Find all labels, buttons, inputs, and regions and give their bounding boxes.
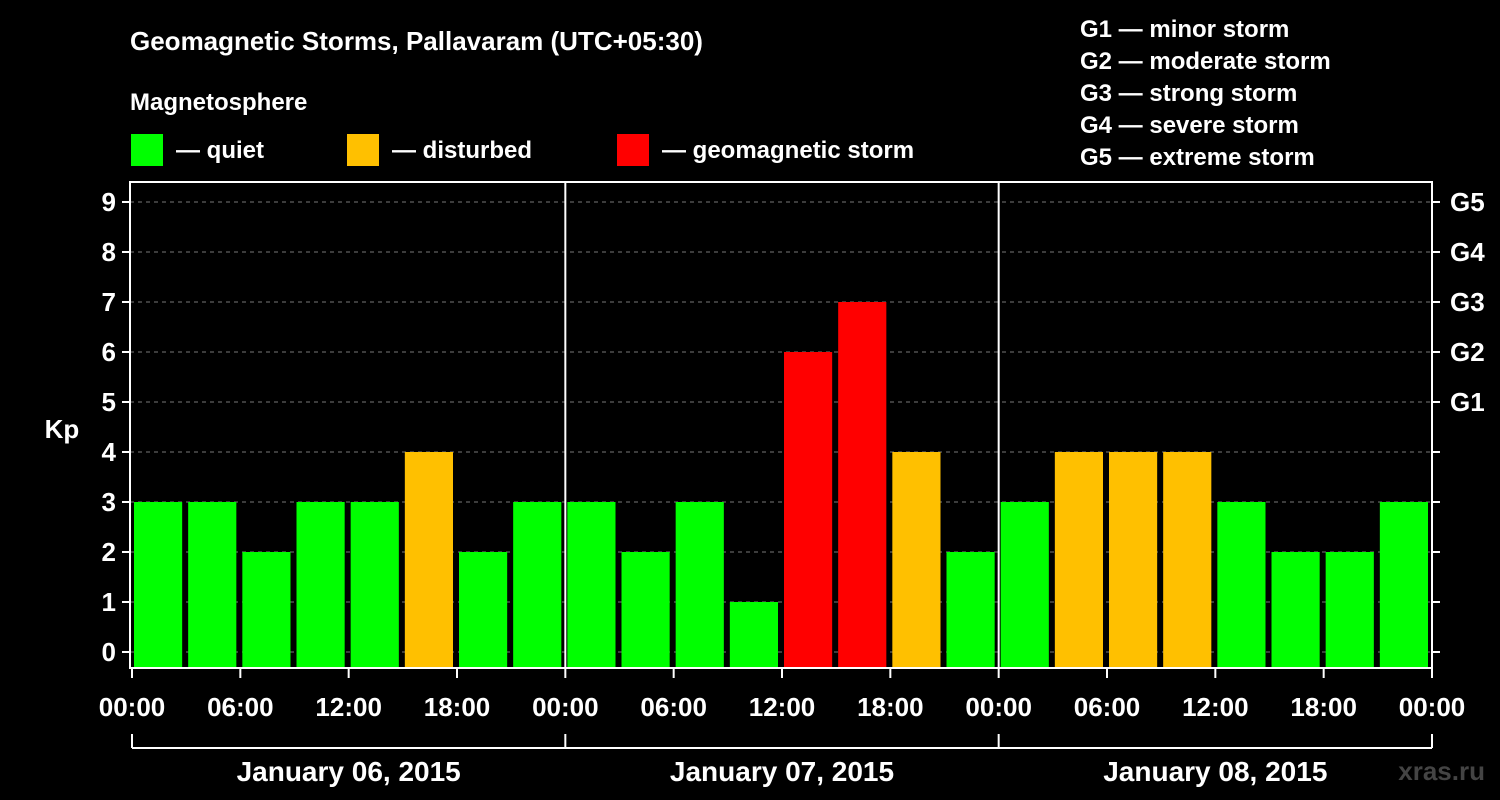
- y-tick-label-1: 1: [102, 587, 116, 617]
- y-tick-label-3: 3: [102, 487, 116, 517]
- legend-swatch-quiet: [131, 134, 163, 166]
- bar-13: [838, 302, 887, 668]
- y-tick-label-5: 5: [102, 387, 116, 417]
- y-tick-label-0: 0: [102, 637, 116, 667]
- x-tick-label-1: 06:00: [207, 692, 274, 722]
- storm-level-label-g1: G1: [1450, 387, 1485, 417]
- bar-0: [134, 502, 183, 668]
- legend-label-disturbed: — disturbed: [392, 137, 532, 164]
- bar-16: [1000, 502, 1049, 668]
- legend-swatch-disturbed: [347, 134, 379, 166]
- y-tick-label-7: 7: [102, 287, 116, 317]
- watermark: xras.ru: [1398, 756, 1485, 786]
- storm-scale-g2: G2 — moderate storm: [1080, 48, 1331, 75]
- day-label-0: January 06, 2015: [237, 756, 461, 787]
- bar-14: [892, 452, 941, 668]
- x-tick-label-3: 18:00: [424, 692, 491, 722]
- day-label-2: January 08, 2015: [1103, 756, 1327, 787]
- y-tick-label-8: 8: [102, 237, 116, 267]
- x-tick-label-4: 00:00: [532, 692, 599, 722]
- storm-level-label-g5: G5: [1450, 187, 1485, 217]
- x-tick-label-5: 06:00: [640, 692, 707, 722]
- storm-level-label-g4: G4: [1450, 237, 1485, 267]
- bar-2: [242, 552, 291, 668]
- chart-title: Geomagnetic Storms, Pallavaram (UTC+05:3…: [130, 26, 703, 56]
- bar-3: [296, 502, 345, 668]
- legend-label-quiet: — quiet: [176, 137, 264, 164]
- storm-level-label-g2: G2: [1450, 337, 1485, 367]
- bar-6: [459, 552, 508, 668]
- bar-17: [1054, 452, 1103, 668]
- bar-12: [784, 352, 833, 668]
- bar-5: [404, 452, 453, 668]
- x-tick-label-12: 00:00: [1399, 692, 1466, 722]
- y-tick-label-4: 4: [102, 437, 117, 467]
- storm-scale-g3: G3 — strong storm: [1080, 80, 1297, 107]
- bar-1: [188, 502, 237, 668]
- x-tick-label-10: 12:00: [1182, 692, 1249, 722]
- storm-scale-g1: G1 — minor storm: [1080, 16, 1289, 43]
- x-tick-label-9: 06:00: [1074, 692, 1141, 722]
- bar-21: [1271, 552, 1320, 668]
- bar-10: [675, 502, 724, 668]
- y-axis-label: Kp: [45, 414, 80, 444]
- legend-label-storm: — geomagnetic storm: [662, 137, 914, 164]
- bar-15: [946, 552, 995, 668]
- x-tick-label-7: 18:00: [857, 692, 924, 722]
- storm-level-label-g3: G3: [1450, 287, 1485, 317]
- x-tick-label-0: 00:00: [99, 692, 166, 722]
- bar-4: [350, 502, 399, 668]
- bar-19: [1163, 452, 1212, 668]
- y-tick-label-6: 6: [102, 337, 116, 367]
- chart-subtitle: Magnetosphere: [130, 89, 307, 116]
- bar-7: [513, 502, 562, 668]
- y-tick-label-2: 2: [102, 537, 116, 567]
- x-tick-label-8: 00:00: [965, 692, 1032, 722]
- x-tick-label-6: 12:00: [749, 692, 816, 722]
- bar-20: [1217, 502, 1266, 668]
- bar-8: [567, 502, 616, 668]
- y-tick-label-9: 9: [102, 187, 116, 217]
- bar-18: [1109, 452, 1158, 668]
- bar-11: [729, 602, 778, 668]
- x-tick-label-2: 12:00: [315, 692, 382, 722]
- storm-scale-g4: G4 — severe storm: [1080, 112, 1299, 139]
- bar-9: [621, 552, 670, 668]
- legend-swatch-storm: [617, 134, 649, 166]
- x-tick-label-11: 18:00: [1290, 692, 1357, 722]
- storm-scale-g5: G5 — extreme storm: [1080, 144, 1315, 171]
- bar-23: [1379, 502, 1428, 668]
- plot-area: 0 1 2 3 4 5 6 7 8 9 G1 G2 G3 G4 G5 00:00 06:00 12:00 18:00…: [99, 181, 1485, 787]
- day-label-1: January 07, 2015: [670, 756, 894, 787]
- bar-22: [1325, 552, 1374, 668]
